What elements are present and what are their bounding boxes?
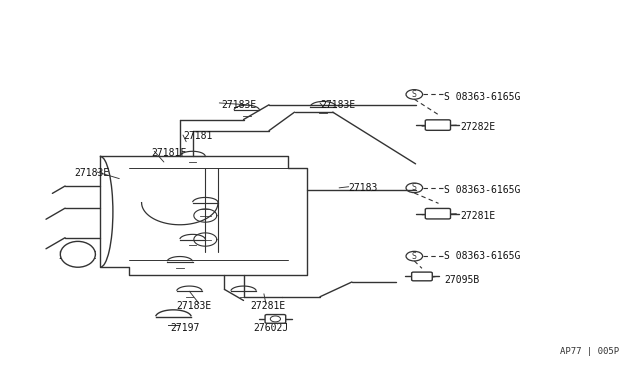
Text: 27198: 27198: [59, 251, 88, 261]
Text: 27183E: 27183E: [177, 301, 212, 311]
Text: 27183E: 27183E: [75, 168, 110, 178]
Text: S: S: [412, 90, 417, 99]
Text: 27181F: 27181F: [151, 148, 186, 158]
Text: S 08363-6165G: S 08363-6165G: [444, 251, 520, 261]
Text: S 08363-6165G: S 08363-6165G: [444, 185, 520, 195]
Text: 27197: 27197: [170, 323, 200, 333]
Text: AP77 | 005P: AP77 | 005P: [561, 347, 620, 356]
Text: 27602J: 27602J: [253, 323, 289, 333]
Text: 27281E: 27281E: [250, 301, 285, 311]
FancyBboxPatch shape: [425, 120, 451, 130]
Text: 27181: 27181: [183, 131, 212, 141]
Ellipse shape: [60, 241, 95, 267]
Text: 27095B: 27095B: [444, 275, 479, 285]
Text: 27281E: 27281E: [460, 211, 495, 221]
Text: 27282E: 27282E: [460, 122, 495, 132]
FancyBboxPatch shape: [425, 208, 451, 219]
Text: S 08363-6165G: S 08363-6165G: [444, 92, 520, 102]
Text: 27183: 27183: [349, 183, 378, 193]
Text: 27183E: 27183E: [320, 100, 355, 110]
Text: S: S: [412, 183, 417, 192]
Text: S: S: [412, 251, 417, 261]
Text: 27183E: 27183E: [221, 100, 257, 110]
FancyBboxPatch shape: [265, 315, 285, 323]
FancyBboxPatch shape: [412, 272, 432, 281]
